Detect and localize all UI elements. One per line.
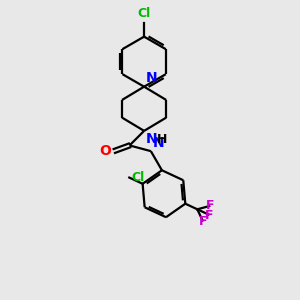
Text: Cl: Cl bbox=[132, 171, 145, 184]
Text: H: H bbox=[157, 133, 168, 146]
Text: N: N bbox=[152, 136, 164, 150]
Text: F: F bbox=[199, 215, 207, 228]
Text: O: O bbox=[100, 144, 111, 158]
Text: Cl: Cl bbox=[137, 8, 151, 20]
Text: F: F bbox=[205, 208, 214, 221]
Text: F: F bbox=[206, 199, 215, 212]
Text: N: N bbox=[146, 71, 157, 85]
Text: N: N bbox=[146, 132, 157, 146]
